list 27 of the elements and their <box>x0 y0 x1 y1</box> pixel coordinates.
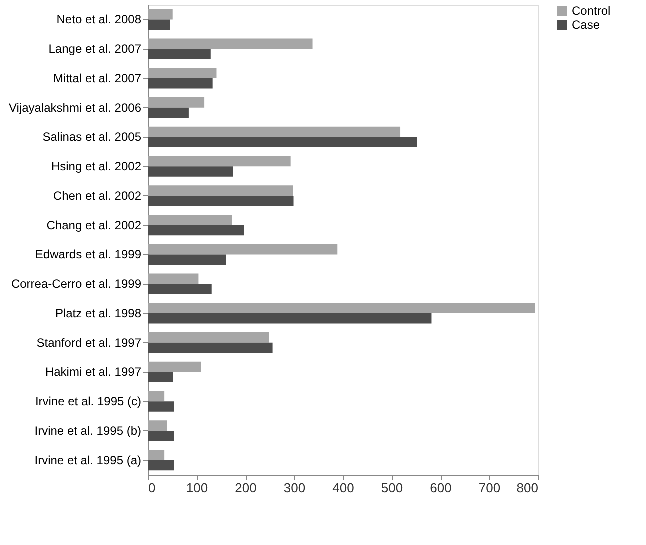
x-tick-label: 700 <box>478 480 501 496</box>
y-tick-label: Hsing et al. 2002 <box>51 160 142 174</box>
y-tick-label: Stanford et al. 1997 <box>36 336 142 350</box>
y-tick-label: Lange et al. 2007 <box>48 42 142 56</box>
y-tick-label: Salinas et al. 2005 <box>42 130 142 144</box>
x-tick-label: 800 <box>516 480 538 496</box>
y-tick-label: Irvine et al. 1995 (b) <box>34 424 142 438</box>
y-tick-label: Neto et al. 2008 <box>56 12 142 27</box>
x-tick-label: 0 <box>148 480 156 496</box>
x-tick-label: 100 <box>186 480 208 496</box>
y-tick-label: Edwards et al. 1999 <box>35 248 142 262</box>
y-tick-label: Irvine et al. 1995 (c) <box>35 394 142 409</box>
y-tick-label: Chang et al. 2002 <box>46 218 142 232</box>
y-tick-label: Vijayalakshmi et al. 2006 <box>8 100 142 115</box>
y-tick-label: Platz et al. 1998 <box>55 306 142 320</box>
y-tick-label: Hakimi et al. 1997 <box>45 365 142 380</box>
x-tick-label: 400 <box>332 480 354 496</box>
y-tick-label: Chen et al. 2002 <box>53 188 142 203</box>
x-tick-label: 600 <box>430 480 452 496</box>
x-tick-label: 500 <box>381 480 404 496</box>
legend-label: Control <box>572 4 611 18</box>
legend-label: Case <box>572 18 600 32</box>
x-tick-label: 200 <box>235 480 257 496</box>
y-tick-label: Correa-Cerro et al. 1999 <box>11 277 142 292</box>
y-tick-label: Irvine et al. 1995 (a) <box>34 453 142 468</box>
y-tick-label: Mittal et al. 2007 <box>53 71 142 86</box>
x-tick-label: 300 <box>284 480 306 496</box>
